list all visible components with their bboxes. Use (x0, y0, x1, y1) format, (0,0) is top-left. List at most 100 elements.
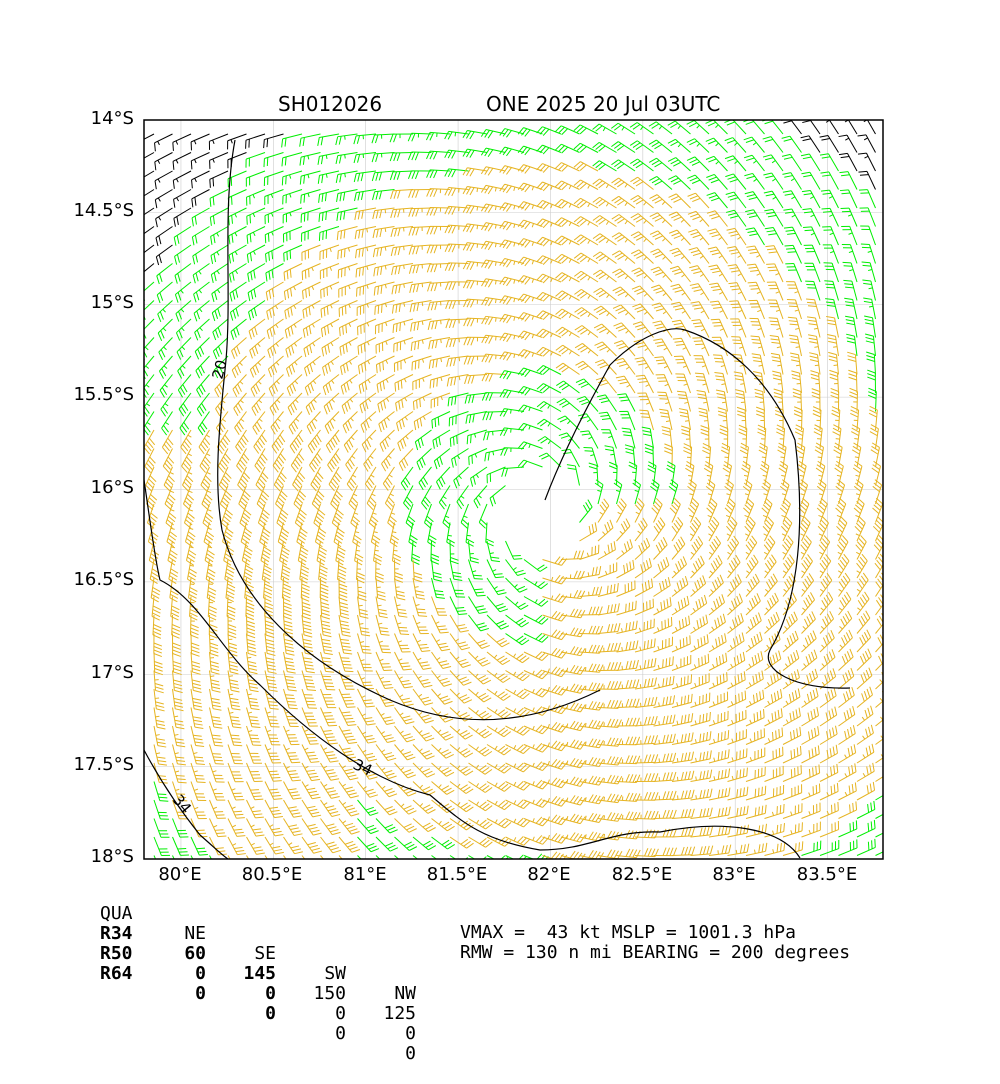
wind-barb (284, 245, 302, 262)
wind-barb (228, 134, 247, 149)
wind-barb (284, 708, 299, 727)
wind-barb (782, 136, 802, 152)
wind-barb (611, 160, 635, 171)
wind-barb (358, 338, 376, 355)
wind-barb (359, 375, 376, 394)
wind-barb (392, 541, 400, 565)
wind-barb (651, 285, 672, 300)
wind-barb (432, 726, 454, 740)
wind-barb (321, 708, 338, 726)
wind-barb (870, 425, 878, 449)
wind-barb (537, 200, 561, 209)
wind-barb (244, 560, 254, 584)
wind-barb (339, 301, 357, 317)
wind-barb (445, 263, 468, 271)
wind-barb (580, 739, 604, 748)
wind-barb (728, 710, 747, 726)
wind-barb (766, 264, 783, 282)
wind-barb (487, 782, 511, 792)
wind-barb (709, 672, 727, 689)
wind-barb (321, 726, 338, 744)
wind-barb (273, 449, 286, 473)
wind-barb (395, 652, 412, 670)
wind-barb (284, 726, 300, 745)
wind-barb (154, 837, 170, 856)
wind-barb (500, 147, 524, 156)
wind-barb (839, 135, 857, 152)
wind-barb (289, 412, 302, 435)
wind-barb (194, 282, 210, 302)
wind-barb (431, 393, 450, 408)
wind-barb (230, 301, 246, 321)
wind-barb (282, 153, 302, 167)
wind-barb (395, 708, 415, 724)
wind-barb (650, 213, 672, 227)
wind-barb (155, 171, 172, 189)
wind-barb (543, 815, 567, 825)
wind-barb (454, 467, 469, 488)
wind-barb (706, 174, 727, 189)
wind-barb (193, 245, 210, 264)
wind-barb (432, 689, 453, 704)
lon-label: 80.5°E (242, 864, 302, 885)
wind-barb (249, 301, 265, 321)
wind-barb (688, 229, 709, 245)
wind-barb (669, 212, 691, 226)
wind-barb (709, 575, 723, 597)
wind-radii-table: QUA NE SE SW NW R34 60 145 150 125 R50 0… (100, 884, 430, 968)
wind-barb (580, 813, 604, 822)
wind-barb (617, 601, 637, 615)
wind-barb (843, 262, 857, 282)
wind-barb (518, 442, 542, 450)
wind-barb (595, 342, 617, 356)
wind-barb (746, 805, 766, 819)
wind-barb (395, 763, 416, 778)
wind-barb (783, 593, 796, 615)
wind-barb (749, 318, 764, 337)
wind-barb (137, 190, 154, 209)
wind-barb (164, 467, 174, 491)
wind-barb (159, 338, 173, 360)
wind-barb (189, 578, 198, 602)
wind-barb (301, 208, 320, 223)
wind-barb (210, 726, 224, 746)
wind-barb (160, 375, 172, 398)
wind-barb (178, 356, 191, 378)
wind-barb (746, 593, 760, 615)
wind-barb (145, 449, 156, 473)
wind-barb (247, 689, 260, 710)
wind-barb (823, 245, 839, 264)
wind-barb (635, 518, 647, 541)
wind-barb (247, 837, 265, 854)
wind-barb (469, 597, 488, 614)
wind-barb (865, 334, 875, 356)
wind-barb (778, 443, 787, 467)
wind-barb (191, 782, 206, 801)
wind-barb (727, 228, 746, 245)
wind-barb (413, 652, 431, 669)
wind-barb (537, 256, 561, 265)
wind-barb (857, 630, 871, 652)
wind-barb (246, 171, 265, 187)
lon-label: 81°E (343, 864, 386, 885)
wind-barb (537, 182, 561, 191)
wind-barb (432, 837, 455, 849)
wind-barb (862, 280, 875, 301)
wind-barb (751, 336, 765, 356)
lat-label: 14°S (91, 108, 134, 129)
wind-barb (574, 235, 598, 245)
wind-barb (843, 280, 857, 300)
wind-barb (633, 480, 641, 504)
wind-barb (356, 264, 376, 278)
wind-barb (589, 463, 598, 486)
lon-label: 80°E (158, 864, 201, 885)
wind-barb (192, 208, 209, 226)
wind-barb (154, 782, 168, 802)
wind-barb (765, 785, 784, 800)
wind-barb (210, 800, 226, 818)
wind-barb (450, 634, 470, 650)
wind-barb (234, 393, 247, 416)
wind-barb (634, 340, 654, 356)
wind-barb (302, 745, 319, 763)
wind-barb (432, 615, 449, 633)
